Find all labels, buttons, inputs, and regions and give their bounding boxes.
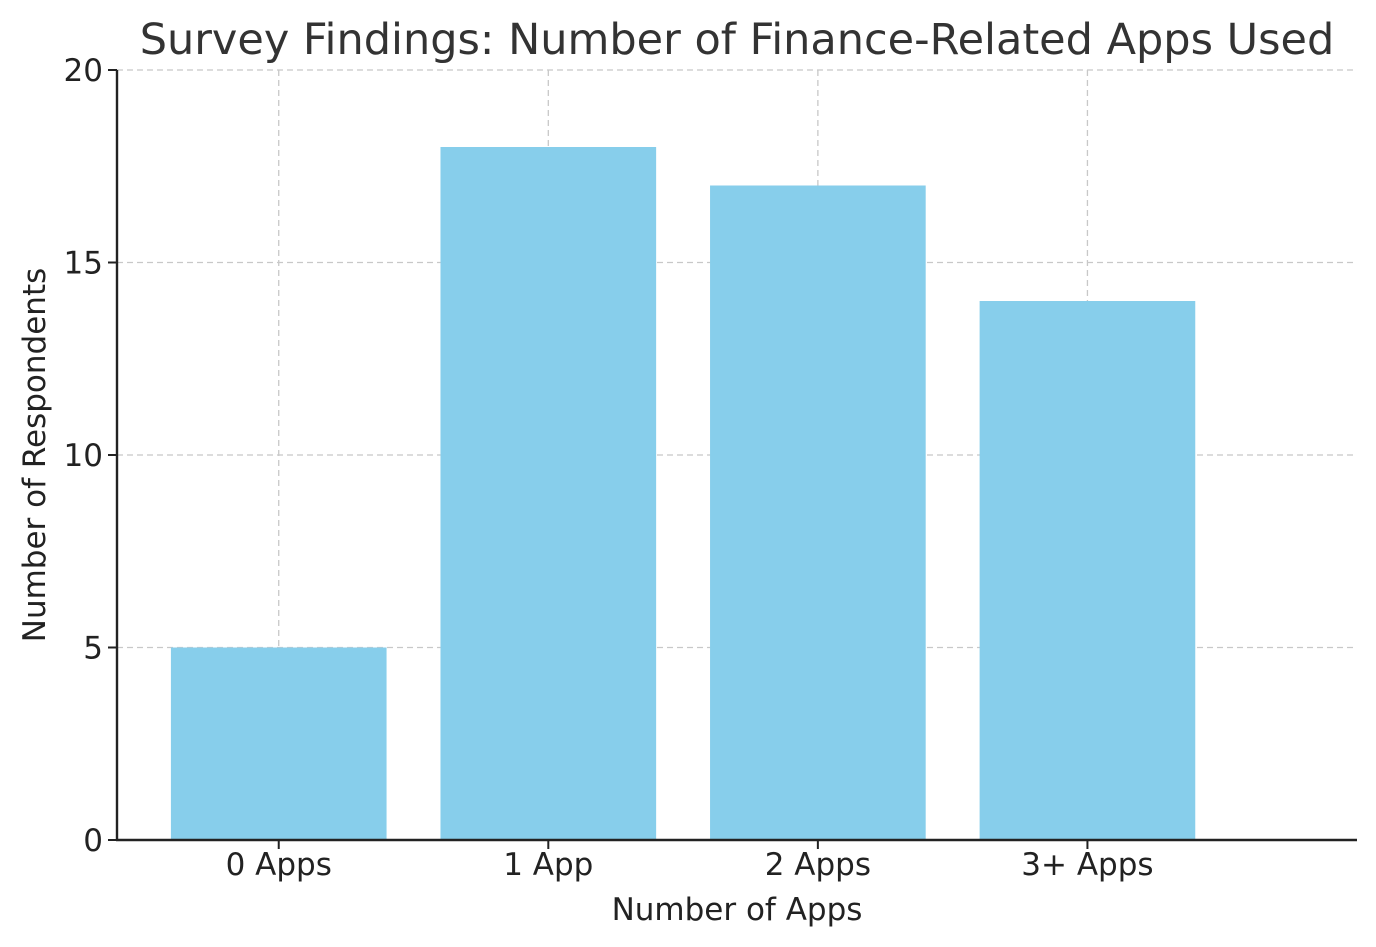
x-tick-label: 3+ Apps <box>1021 847 1153 883</box>
bar-3-apps <box>979 301 1196 840</box>
y-tick-label: 0 <box>83 823 103 859</box>
ticks-layer: 0 5 10 15 20 0 Apps 1 App 2 Apps 3+ Apps <box>64 53 1154 883</box>
bar-0-apps <box>170 647 387 840</box>
bar-1-app <box>440 147 657 840</box>
x-tick-label: 2 Apps <box>765 847 871 883</box>
y-tick-label: 5 <box>83 631 103 667</box>
y-tick-label: 10 <box>64 438 103 474</box>
bar-2-apps <box>710 185 926 840</box>
x-axis-label: Number of Apps <box>612 892 863 928</box>
y-tick-label: 20 <box>64 53 103 89</box>
chart-title: Survey Findings: Number of Finance-Relat… <box>140 15 1335 65</box>
y-axis-label: Number of Respondents <box>17 268 53 642</box>
x-tick-label: 1 App <box>503 847 593 883</box>
x-tick-label: 0 Apps <box>226 847 332 883</box>
y-tick-label: 15 <box>64 246 103 282</box>
bars-layer <box>170 147 1196 840</box>
